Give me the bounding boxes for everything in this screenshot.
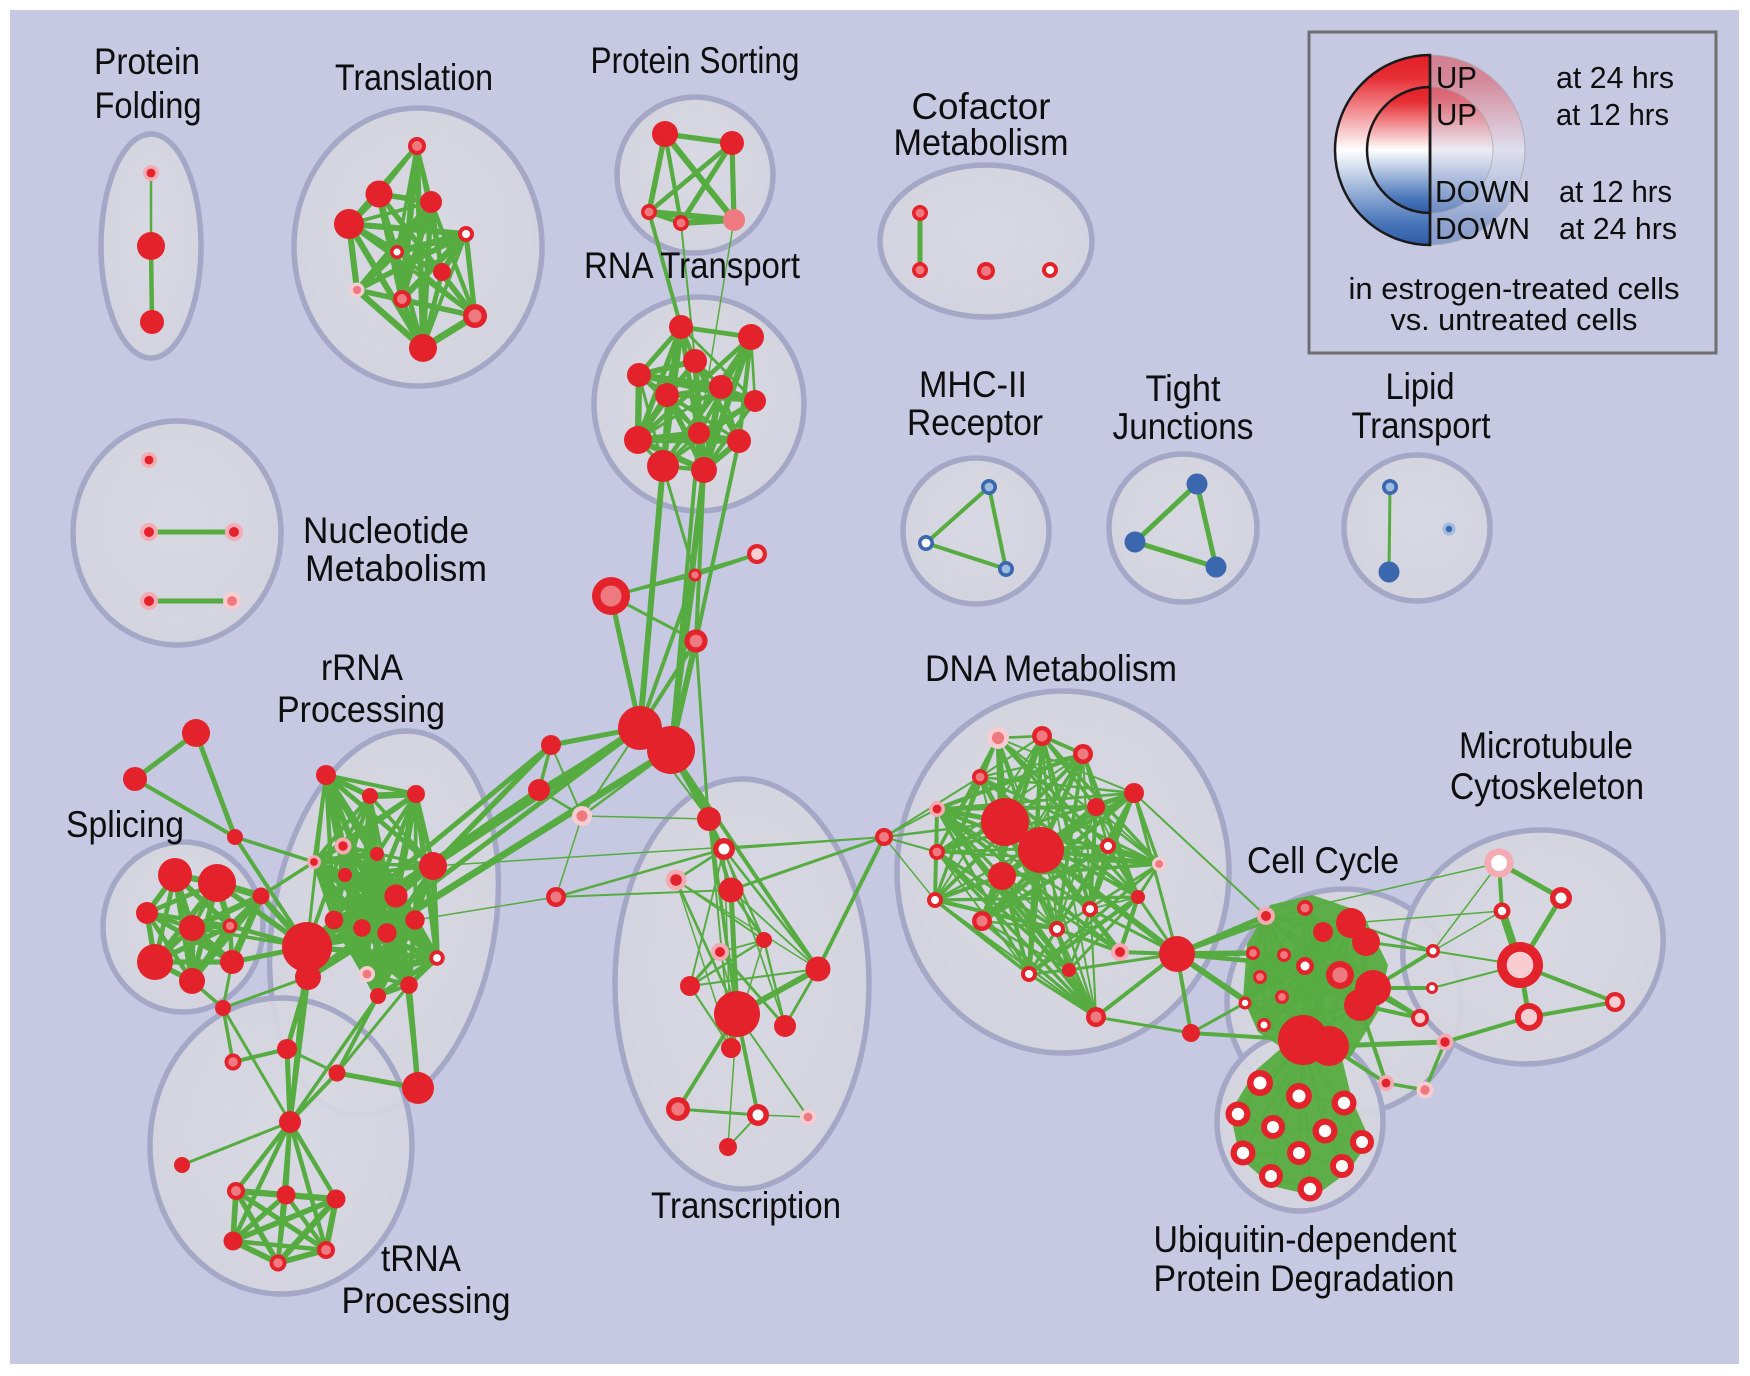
- svg-text:Receptor: Receptor: [907, 402, 1043, 443]
- svg-text:MHC-II: MHC-II: [919, 364, 1027, 405]
- svg-text:at 12 hrs: at 12 hrs: [1559, 174, 1672, 209]
- svg-text:Cell Cycle: Cell Cycle: [1247, 840, 1399, 881]
- svg-text:Junctions: Junctions: [1113, 406, 1254, 447]
- svg-text:rRNA: rRNA: [321, 647, 403, 688]
- svg-text:UP: UP: [1436, 60, 1477, 95]
- svg-text:DOWN: DOWN: [1435, 174, 1530, 209]
- svg-text:Processing: Processing: [342, 1280, 511, 1321]
- svg-text:in estrogen-treated cells: in estrogen-treated cells: [1349, 271, 1680, 306]
- svg-text:Cytoskeleton: Cytoskeleton: [1450, 766, 1644, 807]
- svg-text:RNA Transport: RNA Transport: [584, 245, 801, 286]
- svg-text:Microtubule: Microtubule: [1459, 725, 1633, 766]
- svg-text:at 12 hrs: at 12 hrs: [1556, 97, 1669, 132]
- svg-text:vs. untreated cells: vs. untreated cells: [1391, 302, 1638, 337]
- svg-text:Protein Sorting: Protein Sorting: [591, 40, 800, 81]
- svg-text:Protein Degradation: Protein Degradation: [1154, 1258, 1455, 1299]
- svg-text:Metabolism: Metabolism: [894, 122, 1069, 163]
- svg-text:Transcription: Transcription: [651, 1185, 841, 1226]
- svg-text:Splicing: Splicing: [66, 804, 184, 845]
- svg-text:Nucleotide: Nucleotide: [303, 510, 469, 551]
- svg-text:tRNA: tRNA: [381, 1238, 461, 1279]
- svg-text:Cofactor: Cofactor: [912, 86, 1051, 127]
- svg-text:UP: UP: [1436, 97, 1477, 132]
- svg-text:Metabolism: Metabolism: [305, 548, 487, 589]
- svg-text:at 24 hrs: at 24 hrs: [1556, 60, 1674, 95]
- svg-text:Lipid: Lipid: [1386, 366, 1455, 407]
- svg-text:Protein: Protein: [94, 41, 200, 82]
- svg-text:Translation: Translation: [335, 57, 493, 98]
- svg-text:Ubiquitin-dependent: Ubiquitin-dependent: [1154, 1219, 1458, 1260]
- svg-text:DNA Metabolism: DNA Metabolism: [925, 648, 1177, 689]
- svg-text:Transport: Transport: [1352, 405, 1492, 446]
- svg-text:Folding: Folding: [95, 85, 202, 126]
- svg-text:Processing: Processing: [277, 689, 445, 730]
- svg-text:Tight: Tight: [1146, 368, 1222, 409]
- svg-text:DOWN: DOWN: [1435, 211, 1530, 246]
- svg-text:at 24 hrs: at 24 hrs: [1559, 211, 1677, 246]
